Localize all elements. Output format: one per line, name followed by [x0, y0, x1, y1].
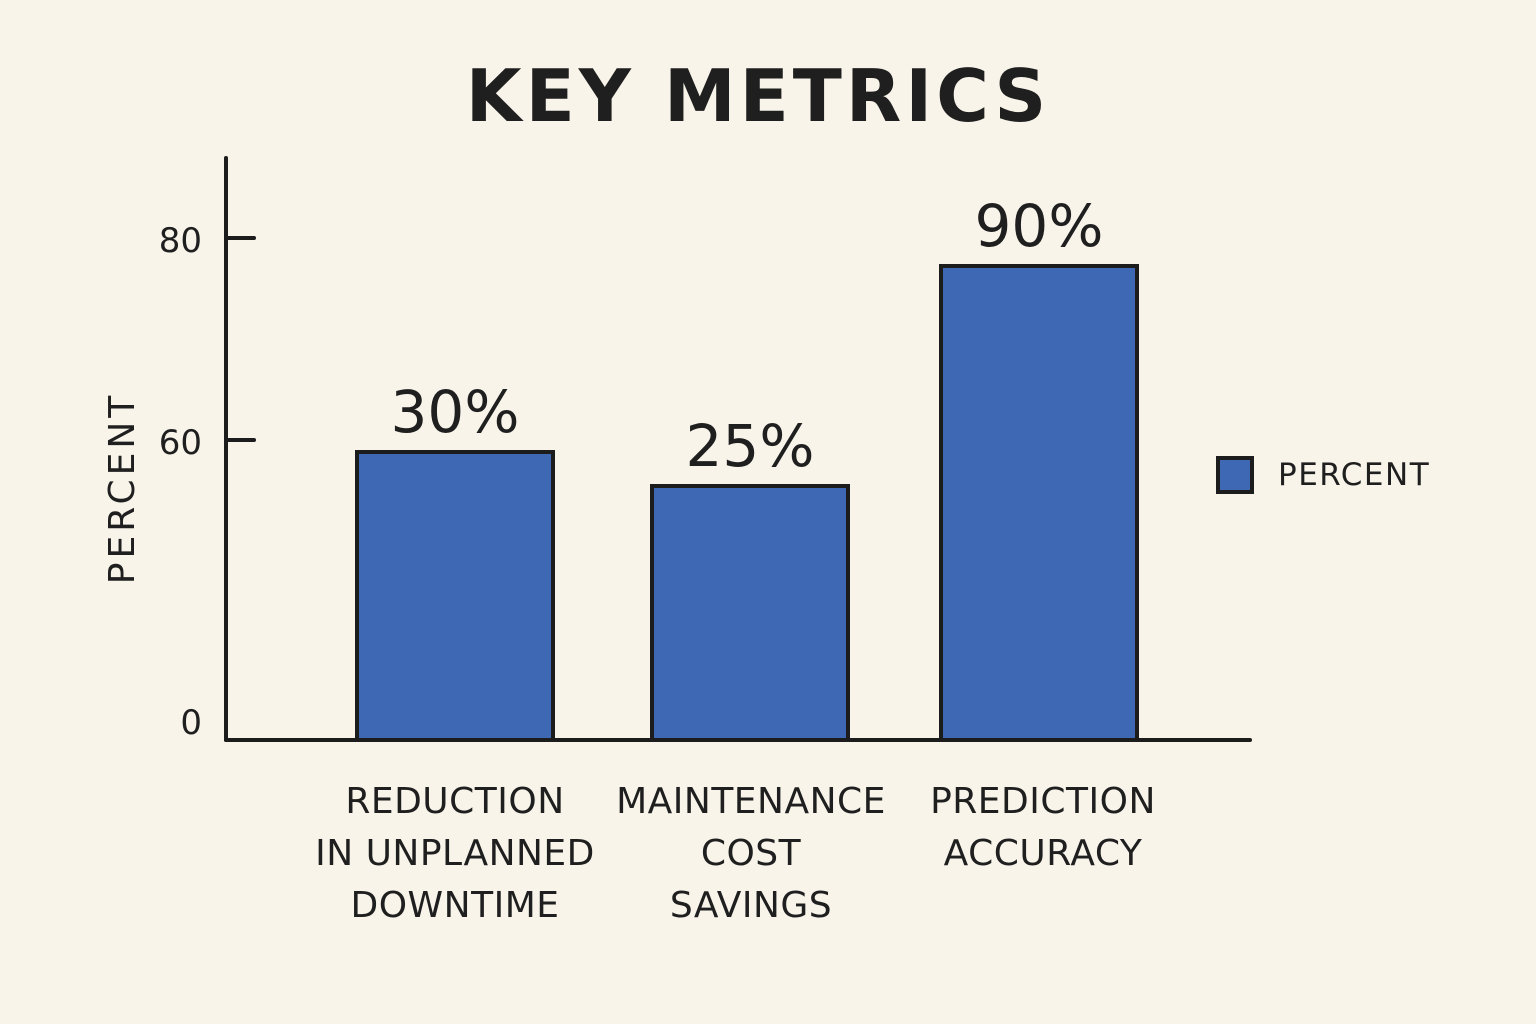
- y-tick-label-80: 80: [159, 221, 202, 261]
- x-label-line: SAVINGS: [669, 885, 833, 926]
- value-label-prediction-accuracy: 90%: [975, 192, 1104, 260]
- y-axis-label: PERCENT: [102, 392, 143, 584]
- chart-title: KEY METRICS: [465, 54, 1051, 138]
- legend-swatch: [1216, 456, 1254, 494]
- value-label-downtime: 30%: [391, 378, 520, 446]
- value-labels-layer: 30% 25% 90%: [391, 192, 1104, 480]
- bar-downtime: [355, 450, 555, 742]
- legend-label: PERCENT: [1278, 457, 1431, 493]
- x-label-line: MAINTENANCE: [616, 781, 886, 822]
- x-label-line: REDUCTION: [345, 781, 565, 822]
- legend: PERCENT: [1216, 456, 1430, 494]
- x-label-prediction-accuracy: PREDICTION ACCURACY: [878, 776, 1208, 880]
- x-label-line: IN UNPLANNED: [315, 833, 595, 874]
- x-label-line: ACCURACY: [943, 833, 1143, 874]
- x-label-cost-savings: MAINTENANCE COST SAVINGS: [586, 776, 916, 932]
- value-label-cost-savings: 25%: [686, 412, 815, 480]
- bar-cost-savings: [650, 484, 850, 742]
- x-label-line: DOWNTIME: [350, 885, 560, 926]
- x-label-line: PREDICTION: [930, 781, 1156, 822]
- bars-layer: [355, 264, 1139, 742]
- y-tick-label-60: 60: [159, 423, 202, 463]
- x-label-downtime: REDUCTION IN UNPLANNED DOWNTIME: [290, 776, 620, 932]
- x-label-line: COST: [700, 833, 802, 874]
- bar-prediction-accuracy: [939, 264, 1139, 742]
- y-tick-label-0: 0: [180, 703, 202, 743]
